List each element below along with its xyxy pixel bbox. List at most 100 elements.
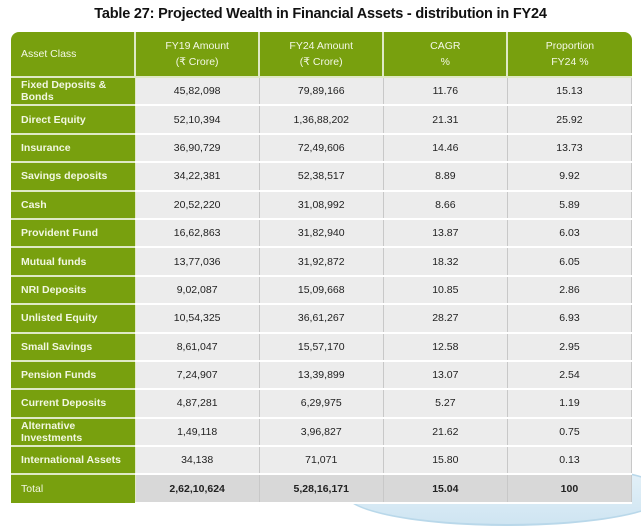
asset-class-cell: Current Deposits — [11, 388, 136, 418]
proportion-cell: 2.95 — [506, 331, 633, 362]
header-line2: FY24 % — [551, 56, 589, 68]
header-line2: (₹ Crore) — [175, 56, 219, 68]
proportion-cell: 13.73 — [506, 132, 633, 164]
asset-class-cell: Cash — [11, 189, 136, 219]
table-body: Fixed Deposits & Bonds 45,82,098 79,89,166… — [11, 75, 633, 504]
header-line2: (₹ Crore) — [299, 56, 343, 68]
header-line1: FY24 Amount — [289, 40, 354, 52]
proportion-cell: 1.19 — [506, 388, 633, 419]
fy24-amount-cell: 52,38,517 — [258, 161, 384, 192]
cagr-cell: 8.89 — [382, 161, 508, 192]
asset-class-cell: Unlisted Equity — [11, 303, 136, 333]
proportion-cell: 100 — [506, 473, 633, 504]
fy24-amount-cell: 36,61,267 — [258, 303, 384, 334]
fy19-amount-cell: 9,02,087 — [134, 274, 260, 306]
header-row: Asset Class FY19 Amount (₹ Crore) FY24 Amou… — [11, 32, 632, 78]
asset-class-cell: Pension Funds — [11, 359, 136, 390]
fy19-amount-cell: 13,77,036 — [134, 246, 260, 277]
fy24-amount-cell: 72,49,606 — [258, 132, 384, 164]
cagr-cell: 21.31 — [382, 104, 508, 135]
fy24-amount-cell: 31,82,940 — [258, 217, 384, 249]
table-row: Direct Equity 52,10,394 1,36,88,202 21.31 25… — [11, 104, 633, 135]
table-row: NRI Deposits 9,02,087 15,09,668 10.85 2.86 — [11, 274, 633, 306]
asset-class-cell: Fixed Deposits & Bonds — [11, 75, 136, 106]
cagr-cell: 13.87 — [382, 217, 508, 249]
column-header: CAGR% — [382, 32, 509, 78]
fy19-amount-cell: 2,62,10,624 — [134, 473, 260, 504]
proportion-cell: 9.92 — [506, 161, 633, 192]
fy19-amount-cell: 10,54,325 — [134, 303, 260, 334]
asset-class-cell: Direct Equity — [11, 104, 136, 134]
proportion-cell: 5.89 — [506, 189, 633, 220]
cagr-cell: 11.76 — [382, 75, 508, 107]
cagr-cell: 28.27 — [382, 303, 508, 334]
table-row: Cash 20,52,220 31,08,992 8.66 5.89 — [11, 189, 633, 220]
fy24-amount-cell: 15,57,170 — [258, 331, 384, 362]
table-row: Current Deposits 4,87,281 6,29,975 5.27 1.19 — [11, 388, 633, 419]
fy19-amount-cell: 34,22,381 — [134, 161, 260, 192]
proportion-cell: 2.54 — [506, 359, 633, 391]
table-title: Table 27: Projected Wealth in Financial … — [94, 6, 547, 22]
proportion-cell: 6.93 — [506, 303, 633, 334]
cagr-cell: 21.62 — [382, 416, 508, 448]
column-header: Proportion FY24 % — [506, 32, 632, 78]
header-line2: % — [440, 56, 450, 68]
total-row: Total 2,62,10,624 5,28,16,171 15.04 100 — [11, 473, 633, 504]
table-row: Fixed Deposits & Bonds 45,82,098 79,89,166… — [11, 75, 633, 107]
proportion-cell: 2.86 — [506, 274, 633, 306]
asset-class-cell: International Assets — [11, 445, 136, 475]
fy19-amount-cell: 1,49,118 — [134, 416, 260, 448]
cagr-cell: 14.46 — [382, 132, 508, 164]
table-row: Alternative Investments 1,49,118 3,96,827 2… — [11, 416, 633, 448]
asset-class-cell: Savings deposits — [11, 161, 136, 191]
asset-class-cell: NRI Deposits — [11, 274, 136, 305]
header-line1: CAGR — [430, 40, 461, 52]
header-line1: Asset Class — [21, 48, 77, 60]
fy19-amount-cell: 52,10,394 — [134, 104, 260, 135]
proportion-cell: 6.05 — [506, 246, 633, 277]
column-header: FY24 Amount (₹ Crore) — [258, 32, 385, 78]
fy19-amount-cell: 45,82,098 — [134, 75, 260, 107]
cagr-cell: 13.07 — [382, 359, 508, 391]
fy19-amount-cell: 36,90,729 — [134, 132, 260, 164]
table-row: Mutual funds 13,77,036 31,92,872 18.32 6.05 — [11, 246, 633, 277]
cagr-cell: 8.66 — [382, 189, 508, 220]
cagr-cell: 5.27 — [382, 388, 508, 419]
fy24-amount-cell: 5,28,16,171 — [258, 473, 384, 504]
cagr-cell: 15.04 — [382, 473, 508, 504]
proportion-cell: 25.92 — [506, 104, 633, 135]
table-row: International Assets 34,138 71,071 15.80 0.1… — [11, 445, 633, 476]
asset-class-cell: Insurance — [11, 132, 136, 163]
column-header: Asset Class — [11, 32, 137, 78]
wealth-table: Asset Class FY19 Amount (₹ Crore) FY24 Amou… — [11, 32, 633, 504]
cagr-cell: 18.32 — [382, 246, 508, 277]
table-row: Small Savings 8,61,047 15,57,170 12.58 2.95 — [11, 331, 633, 362]
asset-class-cell: Small Savings — [11, 331, 136, 361]
asset-class-cell: Alternative Investments — [11, 416, 136, 447]
fy19-amount-cell: 7,24,907 — [134, 359, 260, 391]
table-row: Provident Fund 16,62,863 31,82,940 13.87 6.0… — [11, 217, 633, 249]
cagr-cell: 15.80 — [382, 445, 508, 476]
proportion-cell: 0.75 — [506, 416, 633, 448]
proportion-cell: 15.13 — [506, 75, 633, 107]
fy24-amount-cell: 3,96,827 — [258, 416, 384, 448]
fy24-amount-cell: 79,89,166 — [258, 75, 384, 107]
asset-class-cell: Mutual funds — [11, 246, 136, 276]
fy24-amount-cell: 1,36,88,202 — [258, 104, 384, 135]
fy24-amount-cell: 31,08,992 — [258, 189, 384, 220]
fy19-amount-cell: 20,52,220 — [134, 189, 260, 220]
table-row: Savings deposits 34,22,381 52,38,517 8.89 9.… — [11, 161, 633, 192]
fy24-amount-cell: 15,09,668 — [258, 274, 384, 306]
fy19-amount-cell: 16,62,863 — [134, 217, 260, 249]
fy19-amount-cell: 34,138 — [134, 445, 260, 476]
column-header: FY19 Amount (₹ Crore) — [134, 32, 261, 78]
asset-class-cell: Provident Fund — [11, 217, 136, 248]
cagr-cell: 10.85 — [382, 274, 508, 306]
fy24-amount-cell: 71,071 — [258, 445, 384, 476]
fy19-amount-cell: 8,61,047 — [134, 331, 260, 362]
proportion-cell: 0.13 — [506, 445, 633, 476]
fy24-amount-cell: 6,29,975 — [258, 388, 384, 419]
asset-class-cell: Total — [11, 473, 136, 503]
proportion-cell: 6.03 — [506, 217, 633, 249]
fy19-amount-cell: 4,87,281 — [134, 388, 260, 419]
